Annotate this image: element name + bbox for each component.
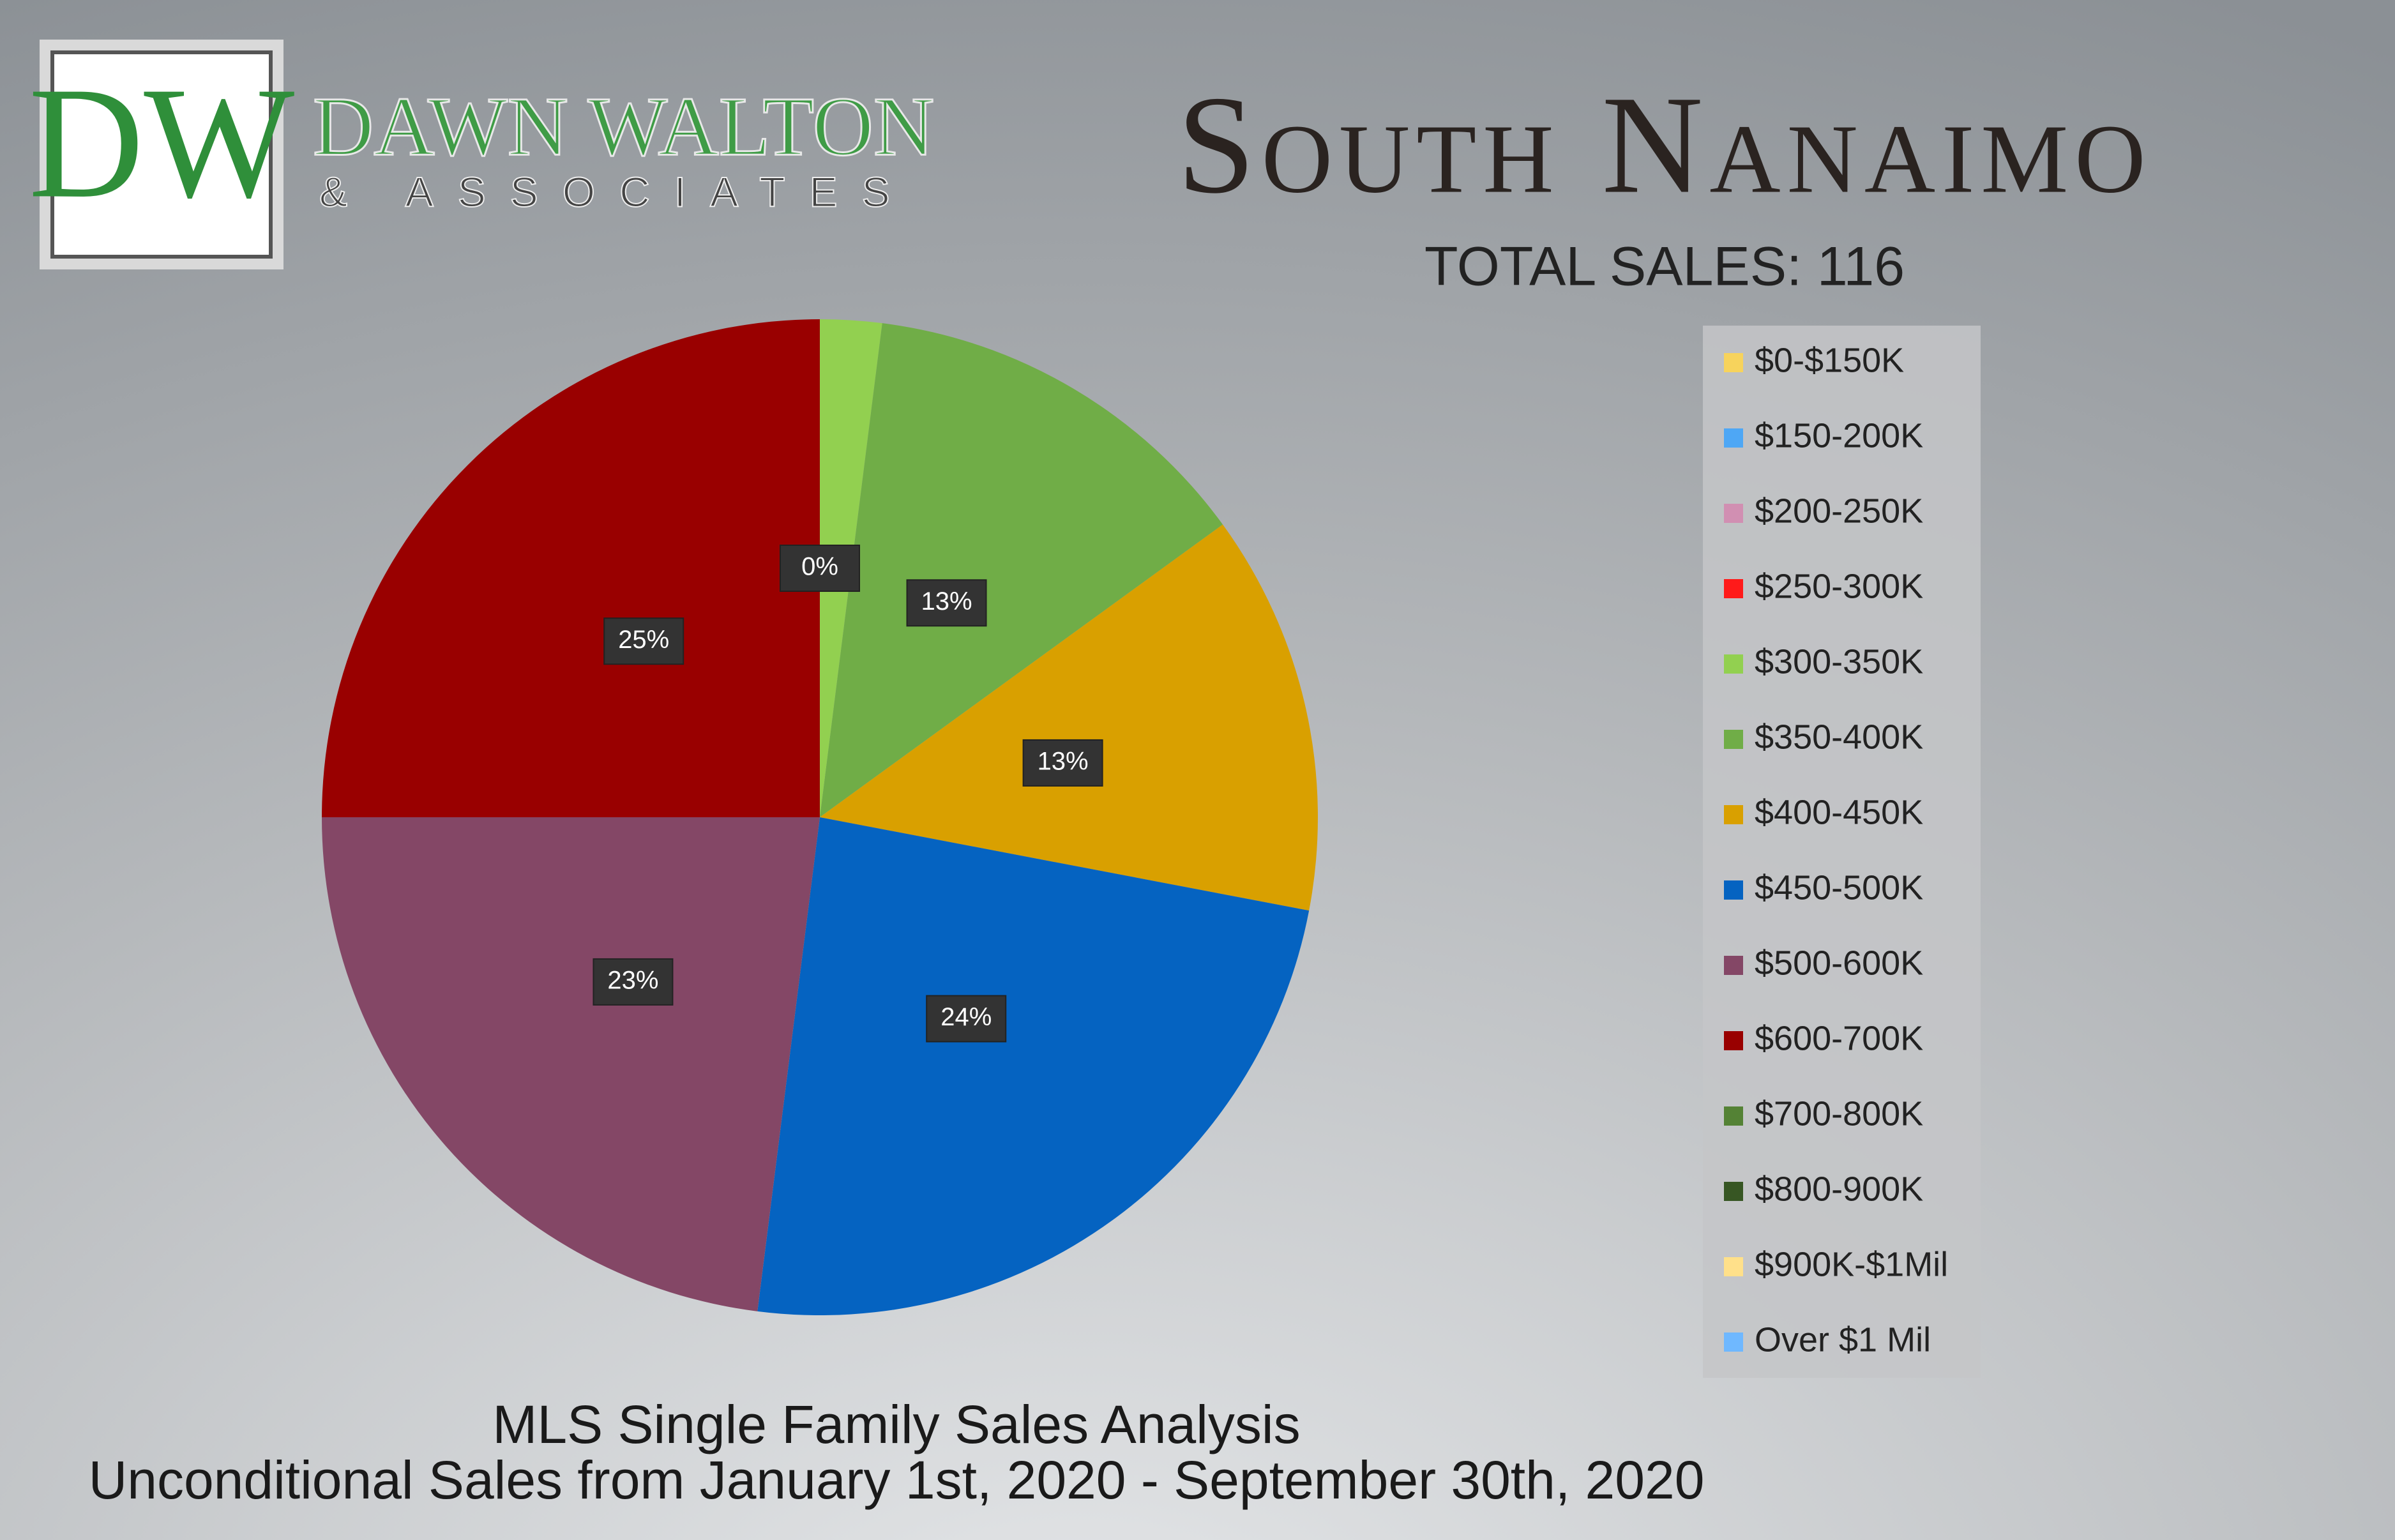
legend-swatch	[1724, 1031, 1743, 1050]
legend-label: Over $1 Mil	[1755, 1320, 1931, 1359]
legend-label: $700-800K	[1755, 1094, 1923, 1133]
legend-swatch	[1724, 1332, 1743, 1352]
pie-slice	[820, 323, 1223, 818]
legend-swatch	[1724, 579, 1743, 598]
data-label-box	[603, 617, 684, 665]
legend-swatch	[1724, 880, 1743, 900]
chart-footer: MLS Single Family Sales Analysis	[492, 1394, 1300, 1454]
data-label: 13%	[921, 587, 972, 615]
legend-label: $450-500K	[1755, 868, 1923, 907]
legend-swatch	[1724, 428, 1743, 448]
legend-label: $350-400K	[1755, 718, 1923, 756]
legend-label: $500-600K	[1755, 944, 1923, 982]
data-label: 24%	[941, 1003, 992, 1031]
legend-label: $250-300K	[1755, 567, 1923, 605]
legend-label: $0-$150K	[1755, 341, 1904, 379]
data-label: 0%	[801, 553, 838, 581]
legend-swatch	[1724, 1257, 1743, 1276]
legend-label: $800-900K	[1755, 1170, 1923, 1208]
pie-slice	[322, 319, 820, 817]
data-label-box	[1022, 739, 1103, 787]
logo-tagline: & ASSOCIATES	[319, 168, 914, 215]
legend-swatch	[1724, 504, 1743, 523]
legend-label: $900K-$1Mil	[1755, 1245, 1948, 1283]
legend-label: $200-250K	[1755, 492, 1923, 530]
data-label-box	[780, 545, 860, 592]
legend-label: $400-450K	[1755, 793, 1923, 831]
data-label-box	[906, 579, 987, 627]
data-label: 13%	[1038, 747, 1089, 775]
legend-label: $150-200K	[1755, 416, 1923, 455]
logo: DW DAWN WALTON & ASSOCIATES	[29, 40, 935, 269]
data-label: 23%	[607, 966, 658, 994]
pie-slice	[322, 817, 820, 1311]
chart-subtitle: TOTAL SALES: 116	[1424, 236, 1905, 298]
legend-swatch	[1724, 805, 1743, 824]
legend-swatch	[1724, 654, 1743, 674]
logo-name: DAWN WALTON	[313, 79, 934, 173]
chart-title: South Nanaimo	[1177, 66, 2152, 222]
pie-slice	[820, 524, 1318, 911]
logo-box	[50, 50, 273, 259]
legend-swatch	[1724, 1182, 1743, 1201]
chart-footer: Unconditional Sales from January 1st, 20…	[89, 1450, 1705, 1510]
legend-swatch	[1724, 1106, 1743, 1126]
pie-slice	[757, 817, 1310, 1315]
data-label-box	[926, 995, 1007, 1043]
legend-box	[1703, 326, 1981, 1378]
data-label: 25%	[618, 626, 669, 654]
legend-swatch	[1724, 956, 1743, 975]
data-label-box	[593, 958, 674, 1006]
legend-label: $300-350K	[1755, 642, 1923, 681]
logo-monogram: DW	[29, 54, 295, 231]
legend-label: $600-700K	[1755, 1019, 1923, 1057]
legend-swatch	[1724, 730, 1743, 749]
legend-swatch	[1724, 353, 1743, 372]
